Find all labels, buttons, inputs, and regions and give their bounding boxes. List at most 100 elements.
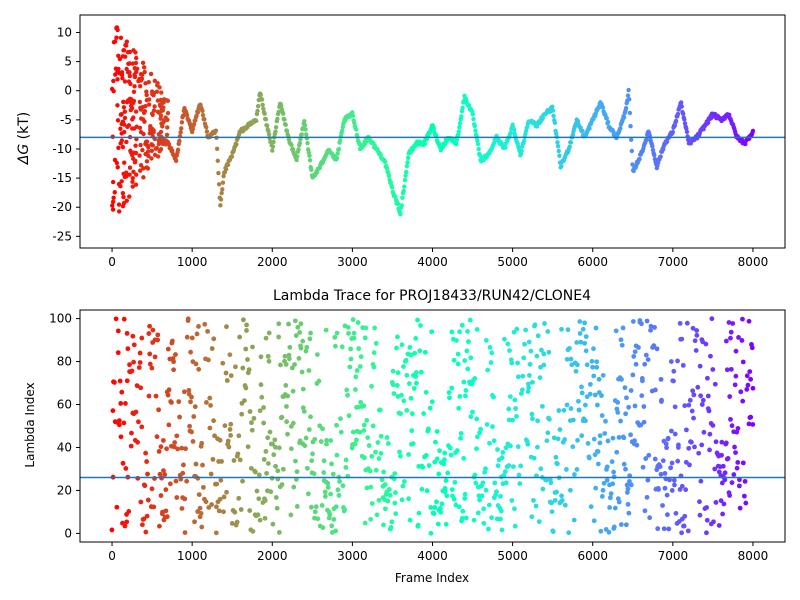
delta-g-point xyxy=(299,132,304,137)
lambda-point xyxy=(238,507,244,512)
lambda-point xyxy=(452,479,458,485)
lambda-point xyxy=(249,427,255,433)
delta-g-point xyxy=(296,147,301,152)
lambda-point xyxy=(120,460,126,466)
delta-g-point xyxy=(309,167,314,173)
delta-g-point xyxy=(422,141,428,147)
lambda-point xyxy=(740,460,746,466)
lambda-point xyxy=(601,480,607,486)
delta-g-point xyxy=(149,148,155,153)
delta-g-point xyxy=(221,173,226,179)
lambda-point xyxy=(283,383,289,388)
lambda-point xyxy=(352,441,358,447)
lambda-point xyxy=(545,329,551,334)
lambda-point xyxy=(750,385,756,391)
lambda-point xyxy=(480,480,486,486)
lambda-point xyxy=(126,509,132,514)
lambda-point xyxy=(574,362,580,368)
lambda-point xyxy=(415,523,421,529)
lambda-point xyxy=(437,506,443,511)
lambda-point xyxy=(263,449,269,454)
delta-g-point xyxy=(118,35,124,40)
lambda-point xyxy=(603,418,608,424)
lambda-point xyxy=(419,486,425,492)
lambda-point xyxy=(221,509,226,515)
lambda-point xyxy=(266,330,272,336)
delta-g-point xyxy=(587,126,592,131)
delta-g-point xyxy=(289,142,294,148)
delta-g-point xyxy=(679,104,685,109)
lambda-point xyxy=(538,466,544,472)
lambda-point xyxy=(728,335,733,341)
lambda-point xyxy=(371,350,377,356)
delta-g-point xyxy=(273,125,279,130)
lambda-point xyxy=(395,370,401,376)
lambda-point xyxy=(675,445,681,450)
lambda-point xyxy=(449,329,455,335)
lambda-point xyxy=(308,504,314,510)
lambda-point xyxy=(293,458,298,464)
delta-g-point xyxy=(388,180,394,185)
lambda-point xyxy=(447,445,453,451)
lambda-point xyxy=(418,323,423,328)
lambda-point xyxy=(733,373,739,379)
lambda-point xyxy=(540,486,546,492)
lambda-point xyxy=(362,520,368,526)
lambda-point xyxy=(618,418,623,424)
delta-g-point xyxy=(225,162,231,168)
lambda-point xyxy=(530,379,535,385)
delta-g-point xyxy=(389,185,395,190)
delta-g-point xyxy=(132,160,138,165)
lambda-point xyxy=(233,364,238,370)
delta-g-point xyxy=(220,187,225,192)
y-tick-label: 80 xyxy=(57,355,72,369)
delta-g-point xyxy=(454,141,459,147)
lambda-point xyxy=(548,480,554,486)
delta-g-point xyxy=(155,98,161,103)
delta-g-point xyxy=(684,126,689,131)
x-tick-label: 3000 xyxy=(337,549,368,563)
lambda-point xyxy=(521,355,527,361)
lambda-point xyxy=(256,496,262,502)
delta-g-point xyxy=(144,89,149,94)
lambda-point xyxy=(350,429,356,435)
lambda-point xyxy=(248,465,254,471)
lambda-point xyxy=(378,450,384,456)
delta-g-point xyxy=(401,188,406,194)
lambda-point xyxy=(639,321,644,327)
lambda-point xyxy=(141,516,147,522)
lambda-point xyxy=(318,439,324,444)
lambda-point xyxy=(475,510,481,516)
lambda-point xyxy=(591,436,597,442)
lambda-point xyxy=(442,485,448,491)
lambda-point xyxy=(147,323,153,329)
lambda-point xyxy=(213,530,219,536)
delta-g-point xyxy=(140,60,146,66)
lambda-point xyxy=(146,331,152,336)
lambda-point xyxy=(413,374,419,379)
lambda-point xyxy=(531,497,536,503)
lambda-point xyxy=(690,388,696,394)
lambda-point xyxy=(716,469,722,475)
lambda-point xyxy=(748,376,754,382)
lambda-point xyxy=(745,382,751,388)
delta-g-point xyxy=(386,173,392,178)
lambda-point xyxy=(311,471,317,477)
lambda-point xyxy=(418,369,424,375)
lambda-point xyxy=(568,406,574,411)
delta-g-point xyxy=(184,113,190,118)
lambda-y-axis-label: Lambda Index xyxy=(23,382,37,467)
lambda-point xyxy=(272,437,278,443)
lambda-point xyxy=(722,470,728,476)
lambda-point xyxy=(511,329,517,335)
lambda-point xyxy=(334,422,339,428)
lambda-point xyxy=(149,365,155,371)
delta-g-point xyxy=(130,126,135,131)
delta-g-point xyxy=(254,118,259,123)
lambda-point xyxy=(465,366,471,372)
delta-g-point xyxy=(178,130,183,135)
lambda-point xyxy=(613,328,619,334)
delta-g-point xyxy=(140,104,145,110)
delta-g-point xyxy=(655,160,661,166)
delta-g-point xyxy=(652,152,657,158)
